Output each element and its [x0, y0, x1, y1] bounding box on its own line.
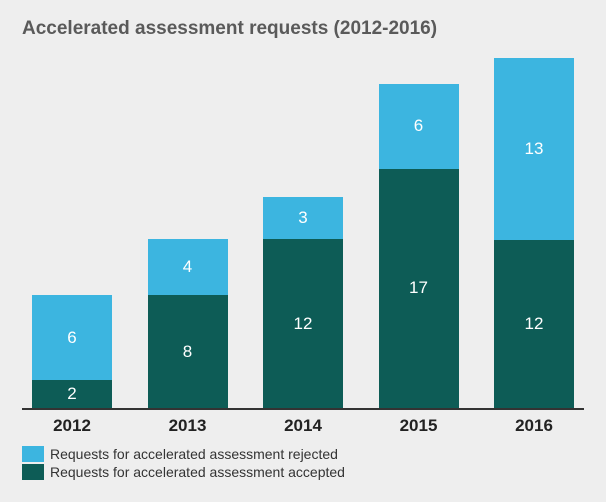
bar-segment-rejected: 6 — [379, 84, 459, 168]
bar-value-label: 13 — [525, 139, 544, 159]
legend-swatch — [22, 464, 44, 480]
legend-label: Requests for accelerated assessment acce… — [50, 464, 345, 480]
legend-swatch — [22, 446, 44, 462]
bar-segment-rejected: 13 — [494, 58, 574, 240]
bar-group: 6 17 — [379, 58, 459, 408]
x-axis: 2012 2013 2014 2015 2016 — [22, 410, 584, 436]
x-axis-label: 2012 — [32, 416, 112, 436]
x-axis-label: 2016 — [494, 416, 574, 436]
bar-group: 3 12 — [263, 58, 343, 408]
bar-value-label: 6 — [67, 328, 76, 348]
legend-item: Requests for accelerated assessment reje… — [22, 446, 584, 462]
bar-value-label: 3 — [298, 208, 307, 228]
bar-segment-accepted: 2 — [32, 380, 112, 408]
bar-segment-rejected: 3 — [263, 197, 343, 239]
legend: Requests for accelerated assessment reje… — [22, 446, 584, 480]
x-axis-label: 2013 — [148, 416, 228, 436]
bar-segment-accepted: 17 — [379, 169, 459, 408]
bar-segment-accepted: 8 — [148, 295, 228, 408]
chart-title: Accelerated assessment requests (2012-20… — [22, 18, 586, 40]
bar-value-label: 8 — [183, 342, 192, 362]
bar-value-label: 17 — [409, 278, 428, 298]
bar-group: 62 — [32, 58, 112, 408]
x-axis-label: 2015 — [379, 416, 459, 436]
bar-group: 48 — [148, 58, 228, 408]
chart-container: Accelerated assessment requests (2012-20… — [0, 0, 606, 502]
bar-value-label: 2 — [67, 384, 76, 404]
bar-segment-rejected: 4 — [148, 239, 228, 295]
bar-value-label: 4 — [183, 257, 192, 277]
chart-plot: 62483126171312 — [22, 58, 584, 410]
bar-value-label: 12 — [525, 314, 544, 334]
legend-item: Requests for accelerated assessment acce… — [22, 464, 584, 480]
bar-value-label: 12 — [294, 314, 313, 334]
x-axis-label: 2014 — [263, 416, 343, 436]
bar-segment-rejected: 6 — [32, 295, 112, 379]
legend-label: Requests for accelerated assessment reje… — [50, 446, 338, 462]
bar-segment-accepted: 12 — [494, 240, 574, 408]
bar-segment-accepted: 12 — [263, 239, 343, 408]
bar-group: 13 12 — [494, 58, 574, 408]
bar-value-label: 6 — [414, 116, 423, 136]
bars-row: 62483126171312 — [22, 58, 584, 408]
